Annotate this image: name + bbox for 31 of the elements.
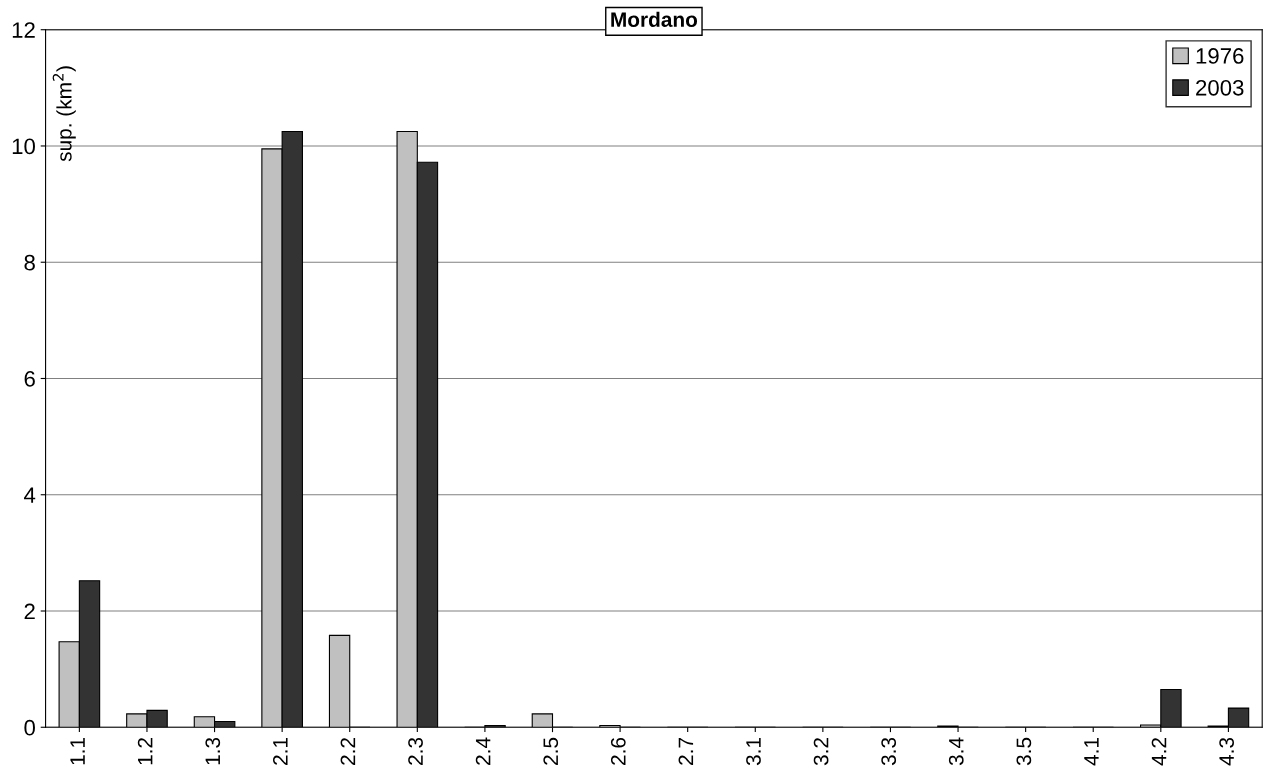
bar (531, 713, 554, 728)
chart-title: Mordano (611, 11, 698, 27)
x-tick-label: 2.3 (408, 737, 423, 765)
x-tick-label: 1.2 (137, 738, 153, 765)
x-tick-label: 3.1 (746, 738, 761, 766)
legend-label: 1976 (1196, 48, 1244, 64)
x-tick-label: 3.4 (948, 737, 964, 766)
y-axis-title: sup. (km$^{2}$) (52, 66, 76, 162)
y-tick-label: 10 (12, 138, 35, 155)
x-tick-label: 1.3 (205, 737, 221, 765)
y-tick-label: 12 (12, 22, 35, 38)
y-tick-label: 4 (24, 487, 36, 503)
x-tick-label: 4.3 (1219, 737, 1234, 766)
x-tick-label: 4.2 (1151, 738, 1167, 766)
legend-label: 2003 (1196, 79, 1244, 96)
y-tick-label: 6 (24, 371, 35, 387)
bar (328, 634, 351, 728)
x-tick-label: 1.1 (70, 738, 85, 765)
x-tick-label: 3.2 (813, 738, 829, 766)
x-tick-label: 3.3 (881, 737, 897, 766)
x-tick-label: 2.2 (340, 738, 356, 765)
x-tick-label: 2.5 (543, 737, 559, 765)
x-tick-label: 2.6 (610, 737, 626, 765)
x-tick-label: 2.7 (678, 738, 694, 765)
x-tick-label: 4.1 (1084, 738, 1099, 766)
x-tick-label: 2.1 (272, 738, 288, 765)
y-tick-label: 0 (24, 719, 35, 736)
y-tick-label: 8 (24, 254, 35, 271)
x-tick-label: 3.5 (1016, 737, 1032, 766)
x-tick-label: 2.4 (475, 737, 491, 765)
y-tick-label: 2 (24, 603, 35, 620)
